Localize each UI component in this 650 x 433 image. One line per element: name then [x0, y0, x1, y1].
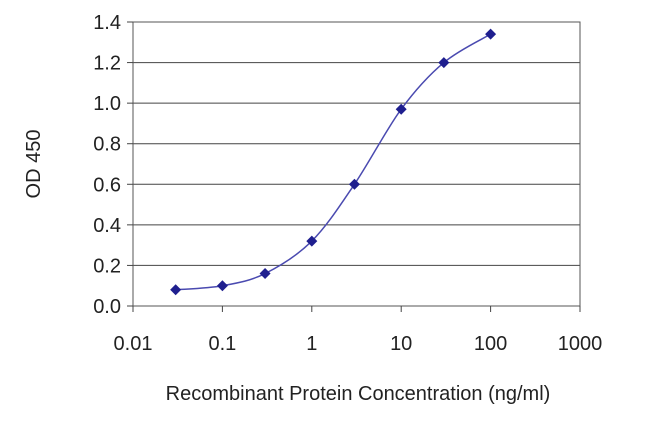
x-tick-label: 0.01 [114, 333, 153, 355]
y-tick-label: 1.0 [93, 93, 121, 115]
data-point-marker [216, 280, 228, 292]
y-tick-label: 1.4 [93, 12, 121, 34]
x-tick-label: 1000 [558, 333, 603, 355]
y-tick-label: 0.4 [93, 215, 121, 237]
data-point-marker [259, 268, 271, 280]
series-markers [170, 28, 497, 296]
y-axis-title: OD 450 [23, 130, 45, 199]
gridlines [133, 62, 580, 266]
data-point-marker [348, 178, 360, 190]
data-point-marker [485, 28, 497, 40]
y-tick-label: 0.8 [93, 134, 121, 156]
x-tick-label: 100 [474, 333, 507, 355]
x-tick-label: 0.1 [208, 333, 236, 355]
plot-area-frame [132, 21, 581, 307]
x-axis: 0.01 0.1 1 10 100 1000 [114, 306, 603, 355]
data-point-marker [306, 235, 318, 247]
data-point-marker [395, 103, 407, 115]
y-axis: 0.0 0.2 0.4 0.6 0.8 1.0 1.2 1.4 [93, 12, 133, 318]
x-tick-label: 1 [306, 333, 317, 355]
data-point-marker [170, 284, 182, 296]
y-tick-label: 0.6 [93, 174, 121, 196]
y-tick-label: 0.0 [93, 296, 121, 318]
y-tick-label: 1.2 [93, 53, 121, 75]
x-axis-title: Recombinant Protein Concentration (ng/ml… [166, 383, 551, 405]
y-tick-label: 0.2 [93, 255, 121, 277]
data-point-marker [438, 57, 450, 69]
x-tick-label: 10 [390, 333, 412, 355]
series-curve [175, 33, 491, 291]
